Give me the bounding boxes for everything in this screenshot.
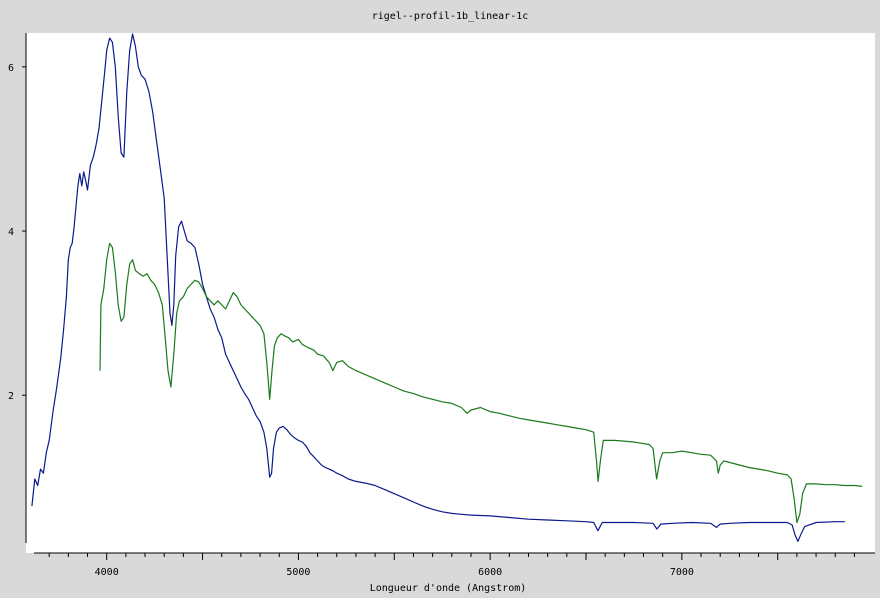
series-line-2 [99, 242, 863, 524]
x-tick-label: 4000 [95, 567, 119, 578]
x-axis-label: Longueur d'onde (Angstrom) [370, 583, 527, 594]
x-tick-label: 5000 [286, 567, 310, 578]
y-tick-label: 6 [8, 63, 14, 74]
series-layer [31, 33, 863, 542]
plot-area [26, 33, 875, 553]
y-tick-label: 2 [8, 391, 14, 402]
y-tick-label: 4 [8, 227, 14, 238]
x-tick-label: 6000 [478, 567, 502, 578]
x-tick-label: 7000 [670, 567, 694, 578]
chart-title: rigel--profil-1b_linear-1c [372, 11, 529, 22]
x-axis-ticks: 4000 5000 6000 7000 [48, 553, 855, 578]
series-line-1 [31, 33, 845, 542]
y-axis-ticks: 2 4 6 [8, 63, 26, 402]
